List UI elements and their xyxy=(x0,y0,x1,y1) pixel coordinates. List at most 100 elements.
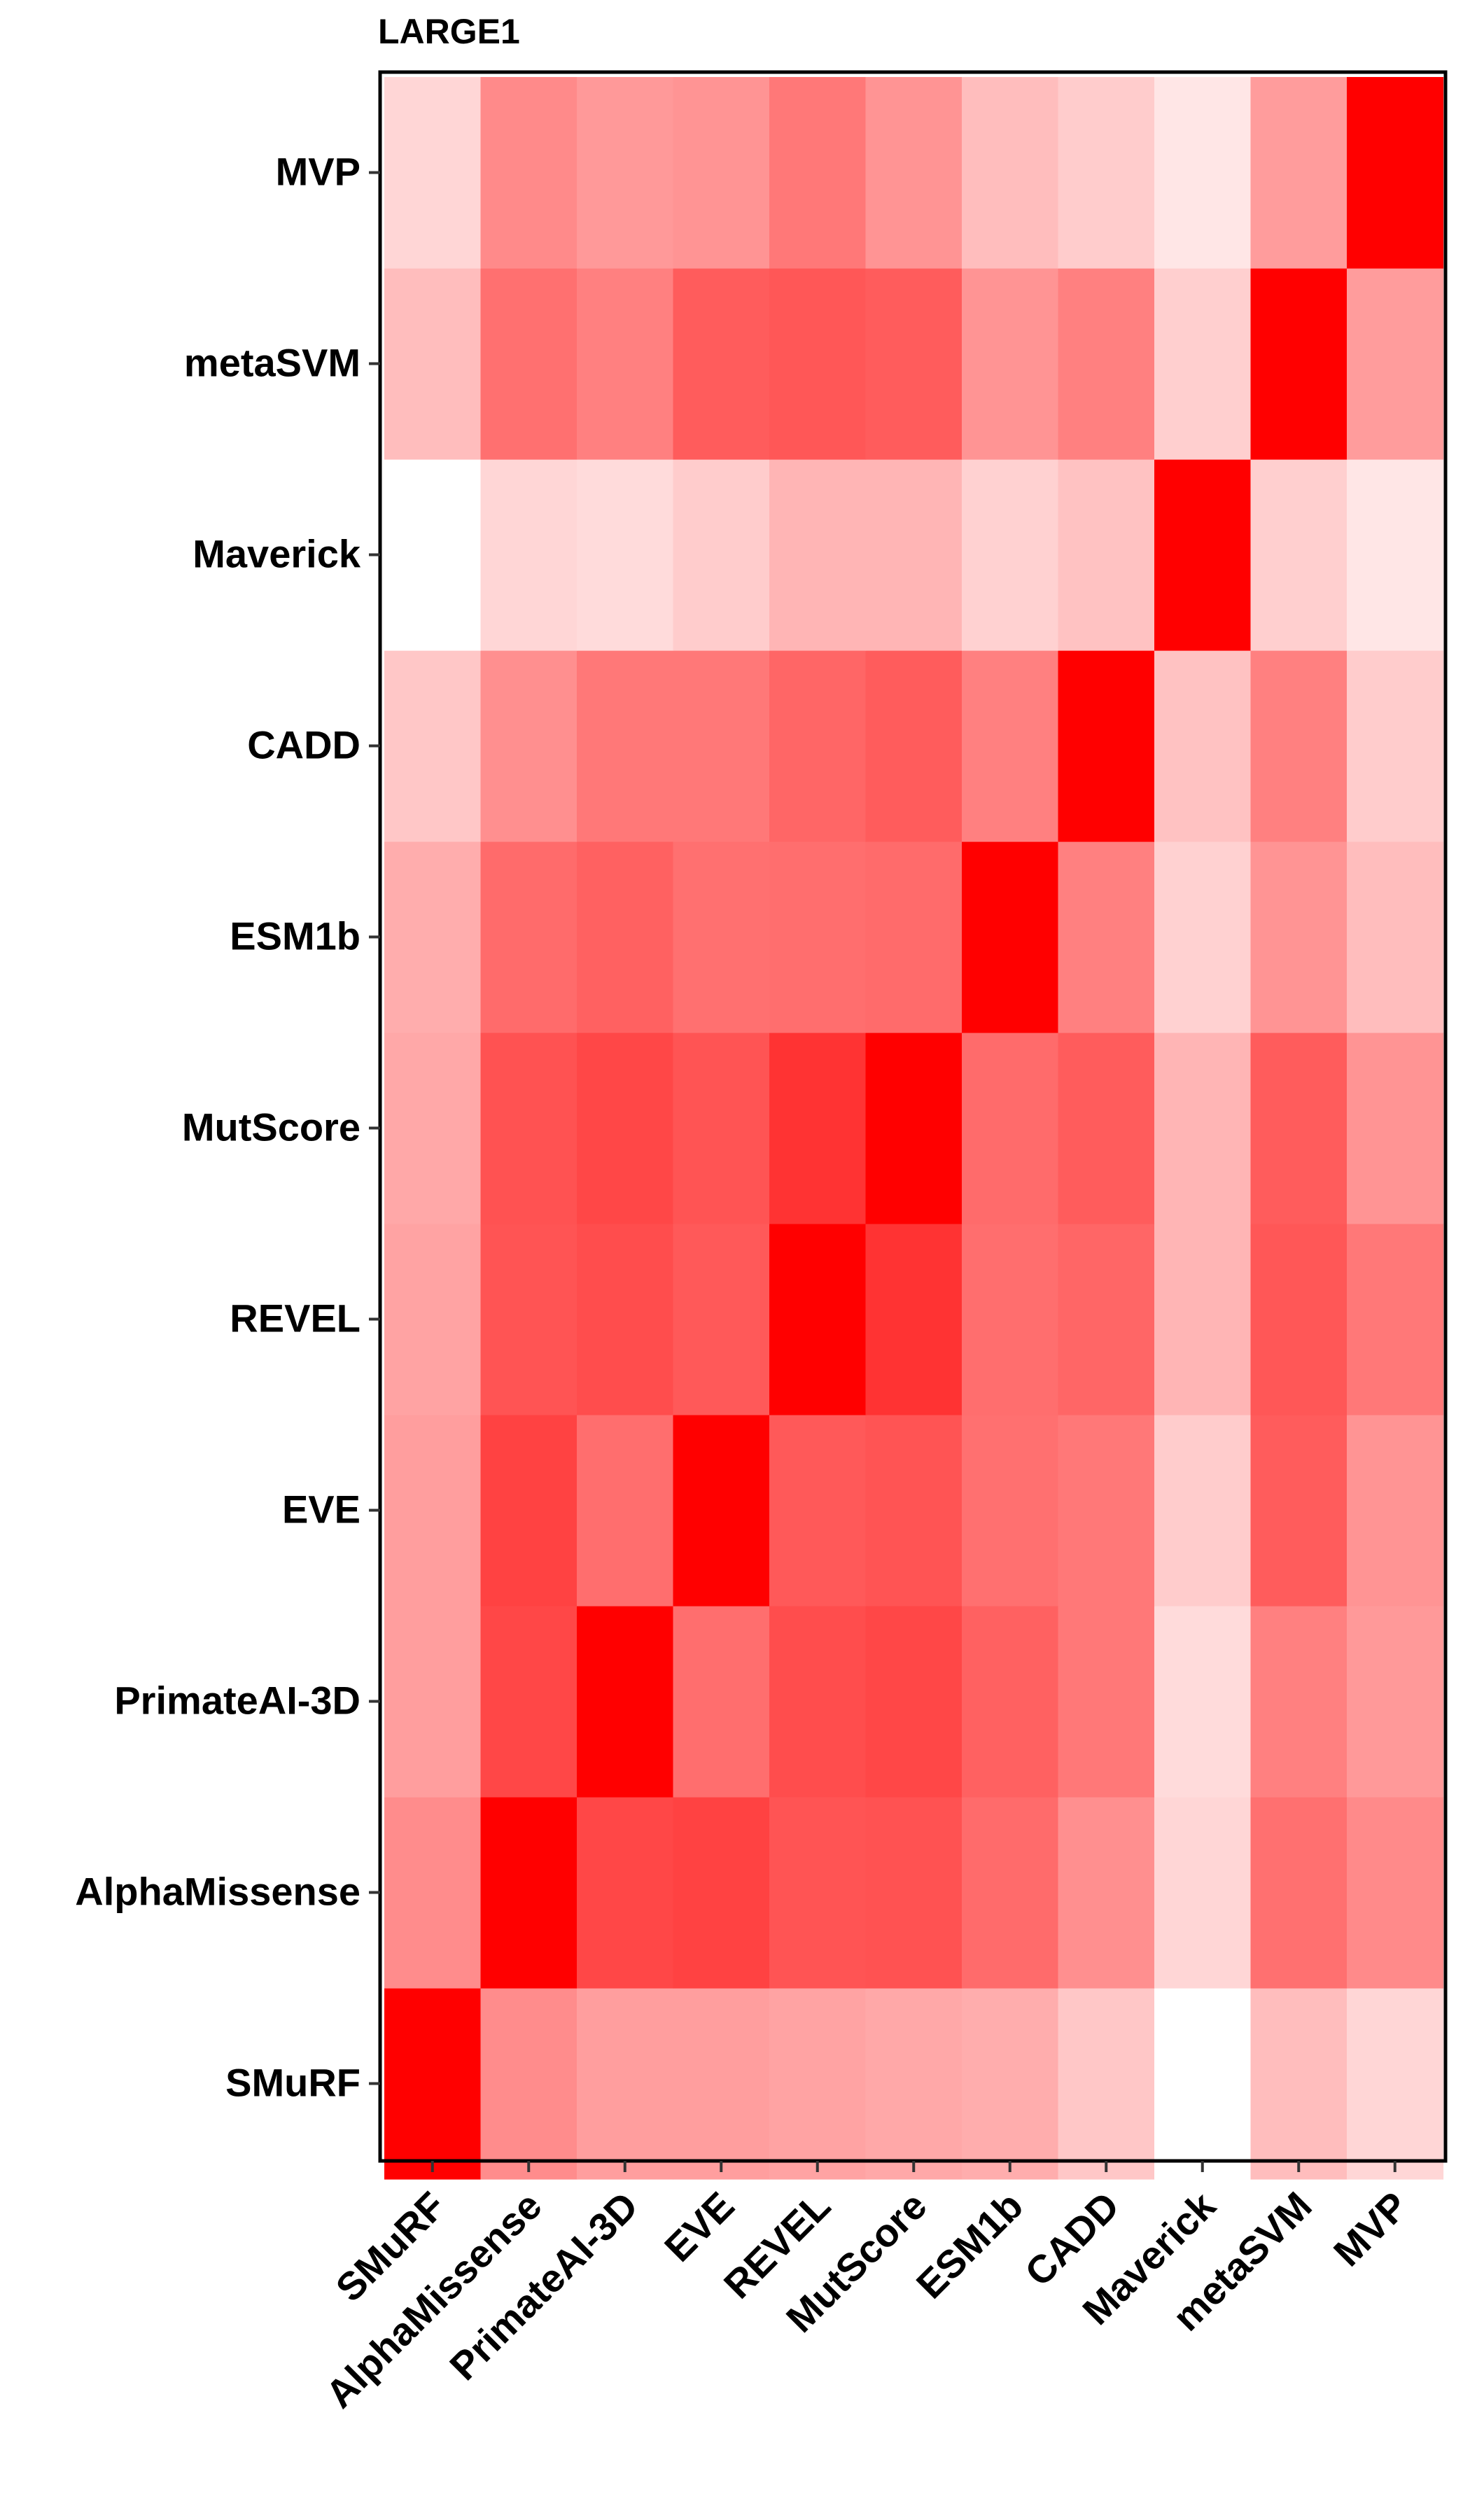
heatmap-cell xyxy=(1154,268,1252,460)
heatmap-cell xyxy=(577,1988,674,2180)
heatmap-cell xyxy=(480,841,578,1033)
heatmap-cells xyxy=(384,77,1444,2180)
heatmap-cell xyxy=(1347,1988,1444,2180)
heatmap-cell xyxy=(384,1988,482,2180)
heatmap-cell xyxy=(962,1224,1059,1415)
heatmap-cell xyxy=(865,77,962,269)
y-tick-label: REVEL xyxy=(230,1296,360,1340)
heatmap-cell xyxy=(769,77,867,269)
y-tick-label: EVE xyxy=(282,1488,360,1532)
y-tick-label: ESM1b xyxy=(230,914,360,958)
y-axis: SMuRF AlphaMissense PrimateAI-3D EVE REVEL Mu… xyxy=(75,150,380,2105)
y-tick-label: MutScore xyxy=(182,1105,360,1149)
heatmap-cell xyxy=(577,841,674,1033)
heatmap-cell xyxy=(865,1224,962,1415)
heatmap-cell xyxy=(769,268,867,460)
heatmap-cell xyxy=(769,1032,867,1224)
heatmap-cell xyxy=(1058,1988,1155,2180)
heatmap-cell xyxy=(480,1606,578,1798)
heatmap-cell xyxy=(577,268,674,460)
heatmap-cell xyxy=(673,459,770,651)
heatmap-cell xyxy=(962,1606,1059,1798)
heatmap-cell xyxy=(769,459,867,651)
heatmap-cell xyxy=(480,459,578,651)
heatmap-cell xyxy=(1250,650,1348,842)
heatmap-cell xyxy=(1058,459,1155,651)
heatmap-cell xyxy=(769,1415,867,1606)
heatmap-cell xyxy=(962,650,1059,842)
heatmap-cell xyxy=(577,77,674,269)
heatmap-cell xyxy=(673,1606,770,1798)
heatmap-cell xyxy=(1347,1797,1444,1989)
heatmap-cell xyxy=(962,459,1059,651)
heatmap-cell xyxy=(577,650,674,842)
heatmap-cell xyxy=(962,1032,1059,1224)
heatmap-cell xyxy=(384,841,482,1033)
heatmap-cell xyxy=(769,841,867,1033)
heatmap-cell xyxy=(673,1415,770,1606)
heatmap-cell xyxy=(1058,650,1155,842)
heatmap-cell xyxy=(480,1032,578,1224)
y-tick-label: CADD xyxy=(247,723,360,767)
heatmap-cell xyxy=(384,459,482,651)
heatmap-cell xyxy=(1154,1032,1252,1224)
x-tick-label: ESM1b xyxy=(908,2183,1032,2307)
heatmap-cell xyxy=(1154,1988,1252,2180)
heatmap-cell xyxy=(769,1224,867,1415)
heatmap-cell xyxy=(480,1797,578,1989)
heatmap-cell xyxy=(384,1032,482,1224)
heatmap-cell xyxy=(1250,1988,1348,2180)
heatmap-cell xyxy=(480,77,578,269)
heatmap-cell xyxy=(577,1415,674,1606)
heatmap-cell xyxy=(1058,1606,1155,1798)
heatmap-cell xyxy=(384,268,482,460)
heatmap-cell xyxy=(1250,1797,1348,1989)
heatmap-cell xyxy=(1347,1224,1444,1415)
heatmap-cell xyxy=(1154,1224,1252,1415)
heatmap-cell xyxy=(1154,1797,1252,1989)
heatmap-cell xyxy=(769,1988,867,2180)
heatmap-cell xyxy=(673,1988,770,2180)
heatmap-cell xyxy=(962,1797,1059,1989)
heatmap-cell xyxy=(865,268,962,460)
heatmap-cell xyxy=(1250,268,1348,460)
heatmap-cell xyxy=(1347,841,1444,1033)
heatmap-cell xyxy=(1058,1032,1155,1224)
heatmap-cell xyxy=(1154,1415,1252,1606)
heatmap-cell xyxy=(480,1415,578,1606)
heatmap-cell xyxy=(673,1224,770,1415)
heatmap-cell xyxy=(577,1606,674,1798)
heatmap-cell xyxy=(1347,459,1444,651)
heatmap-cell xyxy=(384,1606,482,1798)
heatmap-cell xyxy=(1347,1415,1444,1606)
heatmap-cell xyxy=(577,1224,674,1415)
heatmap-cell xyxy=(1058,77,1155,269)
heatmap-cell xyxy=(1058,841,1155,1033)
heatmap-cell xyxy=(865,1032,962,1224)
heatmap-cell xyxy=(673,77,770,269)
heatmap-cell xyxy=(962,77,1059,269)
heatmap-cell xyxy=(962,268,1059,460)
heatmap-cell xyxy=(1250,1606,1348,1798)
heatmap-cell xyxy=(1058,1797,1155,1989)
heatmap-cell xyxy=(673,1797,770,1989)
y-tick-label: SMuRF xyxy=(225,2061,360,2105)
heatmap-cell xyxy=(1154,77,1252,269)
y-tick-label: AlphaMissense xyxy=(75,1870,360,1914)
chart-title: LARGE1 xyxy=(378,12,520,51)
y-tick-label: metaSVM xyxy=(184,341,360,385)
heatmap-cell xyxy=(962,1415,1059,1606)
heatmap-cell xyxy=(962,1988,1059,2180)
heatmap-cell xyxy=(1154,841,1252,1033)
heatmap-cell xyxy=(480,1988,578,2180)
heatmap-cell xyxy=(1250,1032,1348,1224)
heatmap-cell xyxy=(384,77,482,269)
heatmap-cell xyxy=(673,1032,770,1224)
heatmap-cell xyxy=(480,650,578,842)
heatmap-cell xyxy=(865,1415,962,1606)
heatmap-cell xyxy=(769,650,867,842)
heatmap-cell xyxy=(865,1988,962,2180)
heatmap-cell xyxy=(384,1224,482,1415)
